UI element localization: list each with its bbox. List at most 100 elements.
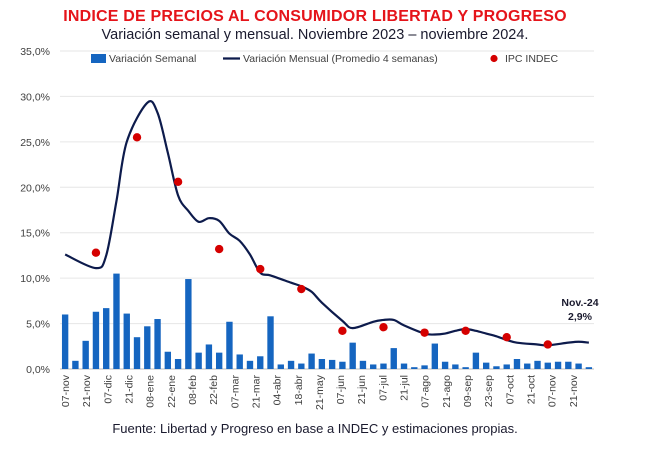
source-note: Fuente: Libertad y Progreso en base a IN… <box>112 421 518 436</box>
bar <box>513 359 521 369</box>
x-tick-label: 07-ago <box>420 375 432 408</box>
chart-area: 0,0% 5,0% 10,0% 15,0% 20,0% 25,0% 30,0% 35,0% 0… <box>20 46 599 410</box>
bar <box>215 352 223 369</box>
ipc-dots <box>91 133 552 349</box>
bar <box>174 359 182 369</box>
bar <box>565 361 572 369</box>
bar <box>554 361 562 369</box>
x-tick-label: 07-dic <box>102 375 114 404</box>
bar <box>421 365 428 369</box>
bar <box>205 344 213 369</box>
x-tick-label: 07-nov <box>60 374 72 407</box>
bar <box>472 352 480 369</box>
x-axis: 07-nov 21-nov 07-dic 21-dic 08-ene 22-ene 08-f… <box>60 374 580 410</box>
bar-series <box>61 273 593 369</box>
x-tick-label: 08-ene <box>145 375 157 408</box>
bar <box>441 361 449 369</box>
ipc-dot <box>214 244 224 254</box>
bar <box>267 316 274 369</box>
bar <box>61 314 69 369</box>
x-tick-label: 21-oct <box>526 375 538 404</box>
bar <box>318 359 326 369</box>
bar <box>380 363 387 369</box>
y-tick-label: 20,0% <box>20 182 50 194</box>
legend-bar-label: Variación Semanal <box>109 53 196 65</box>
bar <box>185 279 192 369</box>
bar <box>400 363 408 369</box>
x-tick-label: 07-jul <box>377 375 389 401</box>
y-tick-label: 35,0% <box>20 46 50 58</box>
bar <box>72 360 79 369</box>
bar <box>308 353 315 369</box>
bar <box>339 361 346 369</box>
grid-layer <box>60 50 594 370</box>
ipc-dot <box>173 177 183 187</box>
bar <box>585 367 593 369</box>
y-tick-label: 5,0% <box>26 319 50 331</box>
bar <box>524 363 531 369</box>
bar <box>226 321 233 369</box>
annotation-label: Nov.-24 <box>561 297 598 309</box>
bar <box>411 367 418 369</box>
bar <box>113 273 120 369</box>
bar <box>452 364 459 369</box>
bar <box>462 367 469 369</box>
bar <box>154 319 161 369</box>
bar <box>246 360 254 369</box>
bar <box>164 351 172 369</box>
annotation: Nov.-24 2,9% <box>561 297 598 323</box>
x-tick-label: 08-feb <box>187 375 199 405</box>
legend-dot-swatch <box>490 54 498 63</box>
bar <box>298 363 305 369</box>
bar <box>370 364 377 369</box>
ipc-dot <box>420 328 429 337</box>
bar <box>257 356 264 369</box>
ipc-dot <box>502 333 511 342</box>
x-tick-label: 07-oct <box>504 375 516 404</box>
x-tick-label: 21-nov <box>568 374 580 407</box>
bar <box>328 359 336 369</box>
bar <box>359 360 367 369</box>
x-tick-label: 21-may <box>314 374 326 410</box>
bar <box>349 342 356 369</box>
x-tick-label: 07-nov <box>547 374 559 407</box>
annotation-value: 2,9% <box>568 311 593 323</box>
x-tick-label: 07-mar <box>229 375 241 409</box>
legend-dot-label: IPC INDEC <box>505 53 559 65</box>
y-tick-label: 0,0% <box>26 364 50 376</box>
bar <box>82 340 89 369</box>
bar <box>195 352 202 369</box>
ipc-dot <box>256 264 265 274</box>
bar <box>287 360 295 369</box>
bar <box>431 343 439 369</box>
bar <box>544 362 551 369</box>
bar <box>133 337 141 369</box>
x-tick-label: 04-abr <box>272 375 284 406</box>
bar <box>390 348 397 369</box>
legend: Variación Semanal Variación Mensual (Pro… <box>91 53 559 65</box>
bar <box>236 354 243 369</box>
bar <box>144 326 151 369</box>
x-tick-label: 23-sep <box>483 375 495 407</box>
x-tick-label: 09-sep <box>462 375 474 407</box>
bar <box>482 362 490 369</box>
legend-bar-swatch <box>91 54 106 63</box>
x-tick-label: 18-abr <box>293 375 305 406</box>
x-tick-label: 07-jun <box>335 375 347 404</box>
legend-line-label: Variación Mensual (Promedio 4 semanas) <box>243 53 438 65</box>
chart-title: INDICE DE PRECIOS AL CONSUMIDOR LIBERTAD… <box>63 8 567 25</box>
monthly-line <box>64 100 589 347</box>
bar <box>575 363 582 369</box>
ipc-dot <box>543 340 552 349</box>
x-tick-label: 22-ene <box>166 375 178 408</box>
bar <box>103 308 110 369</box>
ipc-dot <box>91 248 101 257</box>
y-tick-label: 25,0% <box>20 137 50 149</box>
bar <box>277 364 284 369</box>
x-tick-label: 21-dic <box>123 375 135 404</box>
ipc-dot <box>379 323 388 332</box>
bar <box>534 360 541 369</box>
bar <box>493 366 500 369</box>
x-tick-label: 21-nov <box>81 374 93 407</box>
ipc-dot <box>338 326 347 336</box>
